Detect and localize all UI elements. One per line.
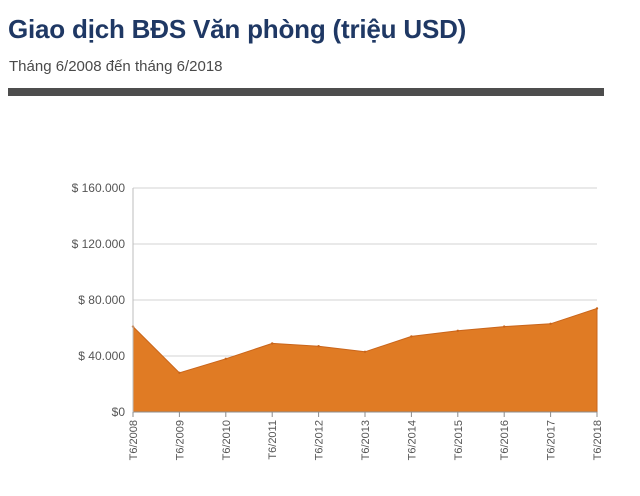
x-tick-label: T6/2013 (360, 420, 372, 460)
x-tick-label: T6/2008 (128, 420, 140, 460)
y-tick-label: $ 40.000 (78, 349, 125, 363)
x-axis-ticks: T6/2008 T6/2009 T6/2010 T6/2011 T6/2012 T6/20… (128, 420, 604, 460)
x-tick-label: T6/2012 (314, 420, 326, 460)
x-tick-label: T6/2011 (267, 420, 279, 460)
data-point (595, 307, 599, 310)
data-point (410, 335, 413, 338)
x-tick-label: T6/2016 (499, 420, 511, 460)
y-tick-label: $ 160.000 (72, 181, 126, 195)
data-point (271, 342, 274, 345)
x-tick-label: T6/2014 (406, 420, 418, 460)
x-tick-label: T6/2017 (546, 420, 558, 460)
y-tick-label: $ 80.000 (78, 293, 125, 307)
data-point (317, 345, 320, 348)
x-tick-label: T6/2009 (174, 420, 186, 460)
axes (132, 188, 598, 417)
area-fill (132, 307, 598, 413)
x-tick-label: T6/2018 (592, 420, 604, 460)
data-point (503, 325, 506, 328)
chart-title: Giao dịch BĐS Văn phòng (triệu USD) (8, 14, 467, 44)
data-point (363, 350, 367, 353)
data-point (549, 322, 552, 325)
x-tick-label: T6/2010 (221, 420, 233, 460)
y-tick-label: $0 (112, 405, 126, 419)
chart-subtitle: Tháng 6/2008 đến tháng 6/2018 (9, 58, 223, 75)
area-series (131, 307, 599, 413)
data-point (178, 371, 181, 374)
title-divider (8, 88, 604, 96)
data-point (224, 357, 227, 360)
data-point (456, 329, 459, 332)
y-axis-ticks: $0 $ 40.000 $ 80.000 $ 120.000 $ 160.000 (72, 181, 126, 419)
x-tick-label: T6/2015 (453, 420, 465, 460)
y-tick-label: $ 120.000 (72, 237, 126, 251)
